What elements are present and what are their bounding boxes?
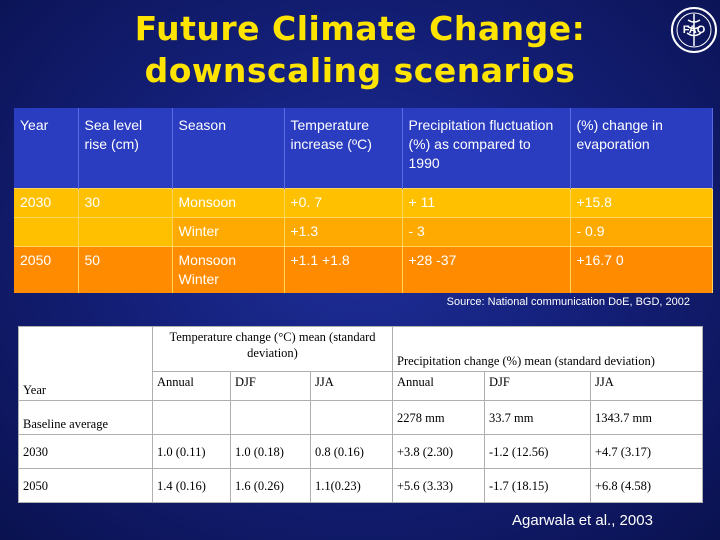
cell: -1.7 (18.15) <box>484 468 591 503</box>
cell-season: Winter <box>172 217 285 247</box>
row-label: 2050 <box>18 468 153 503</box>
cell-year: 2030 <box>14 188 79 218</box>
cell-sea-level: 50 <box>78 246 173 293</box>
cell-evaporation: +15.8 <box>570 188 713 218</box>
table-row: 2050 1.4 (0.16) 1.6 (0.26) 1.1(0.23) +5.… <box>18 468 704 503</box>
cell: +5.6 (3.33) <box>392 468 485 503</box>
row-label: 2030 <box>18 434 153 469</box>
cell <box>310 400 393 435</box>
header-year: Year <box>18 326 153 401</box>
cell: +3.8 (2.30) <box>392 434 485 469</box>
table-row: 2030 30 Monsoon +0. 7 + 11 +15.8 <box>14 188 713 218</box>
cell-year: 2050 <box>14 246 79 293</box>
cell-sea-level <box>78 217 173 247</box>
header-temperature-group: Temperature change (°C) mean (standard d… <box>152 326 393 372</box>
header-sea-level: Sea level rise (cm) <box>78 108 173 189</box>
fao-logo-icon: FAO <box>671 7 717 53</box>
header-season: Season <box>172 108 285 189</box>
header-precip-jja: JJA <box>589 371 704 401</box>
sea-level-temperature-table: Year Sea level rise (cm) Season Temperat… <box>14 108 713 293</box>
cell: 1.0 (0.11) <box>152 434 231 469</box>
cell <box>230 400 311 435</box>
header-temp-djf: DJF <box>230 371 311 401</box>
cell-evaporation: +16.7 0 <box>570 246 713 293</box>
header-precip-annual: Annual <box>392 371 485 401</box>
table-row: 2050 50 Monsoon Winter +1.1 +1.8 +28 -37… <box>14 246 713 293</box>
slide-title: Future Climate Change: downscaling scena… <box>60 8 660 92</box>
table-row: Baseline average 2278 mm 33.7 mm 1343.7 … <box>18 400 704 435</box>
cell-temperature: +1.1 +1.8 <box>284 246 403 293</box>
cell-precipitation: - 3 <box>402 217 571 247</box>
citation: Agarwala et al., 2003 <box>512 512 653 529</box>
table-row: 2030 1.0 (0.11) 1.0 (0.18) 0.8 (0.16) +3… <box>18 434 704 469</box>
header-precip-djf: DJF <box>484 371 591 401</box>
header-temperature: Temperature increase (ºC) <box>284 108 403 189</box>
header-year: Year <box>14 108 79 189</box>
cell: 33.7 mm <box>484 400 591 435</box>
cell-temperature: +0. 7 <box>284 188 403 218</box>
row-label: Baseline average <box>18 400 153 435</box>
table-header-row: Year Sea level rise (cm) Season Temperat… <box>14 108 713 189</box>
cell-evaporation: - 0.9 <box>570 217 713 247</box>
cell: 1.6 (0.26) <box>230 468 311 503</box>
table-row: Winter +1.3 - 3 - 0.9 <box>14 217 713 247</box>
title-line-1: Future Climate Change: <box>134 9 586 48</box>
header-temp-annual: Annual <box>152 371 231 401</box>
downscaling-scenario-table: Year Temperature change (°C) mean (stand… <box>18 326 704 503</box>
cell-temperature: +1.3 <box>284 217 403 247</box>
cell: -1.2 (12.56) <box>484 434 591 469</box>
cell-year <box>14 217 79 247</box>
cell: +4.7 (3.17) <box>589 434 704 469</box>
cell: 1.0 (0.18) <box>230 434 311 469</box>
header-precipitation: Precipitation fluctuation (%) as compare… <box>402 108 571 189</box>
cell <box>152 400 231 435</box>
cell: 1.1(0.23) <box>310 468 393 503</box>
cell-season: Monsoon Winter <box>172 246 285 293</box>
cell: 1.4 (0.16) <box>152 468 231 503</box>
cell-precipitation: +28 -37 <box>402 246 571 293</box>
cell: 2278 mm <box>392 400 485 435</box>
cell-sea-level: 30 <box>78 188 173 218</box>
header-precipitation-group: Precipitation change (%) mean (standard … <box>391 326 704 372</box>
cell: 0.8 (0.16) <box>310 434 393 469</box>
source-note: Source: National communication DoE, BGD,… <box>446 296 690 308</box>
header-temp-jja: JJA <box>310 371 393 401</box>
group-header-row: Year Temperature change (°C) mean (stand… <box>18 326 704 401</box>
title-line-2: downscaling scenarios <box>144 51 576 90</box>
cell: 1343.7 mm <box>589 400 704 435</box>
fao-logo-letters: FAO <box>683 24 706 36</box>
header-evaporation: (%) change in evaporation <box>570 108 713 189</box>
cell: +6.8 (4.58) <box>589 468 704 503</box>
column-header-row: Annual DJF JJA Annual DJF JJA <box>19 371 704 401</box>
cell-season: Monsoon <box>172 188 285 218</box>
cell-precipitation: + 11 <box>402 188 571 218</box>
